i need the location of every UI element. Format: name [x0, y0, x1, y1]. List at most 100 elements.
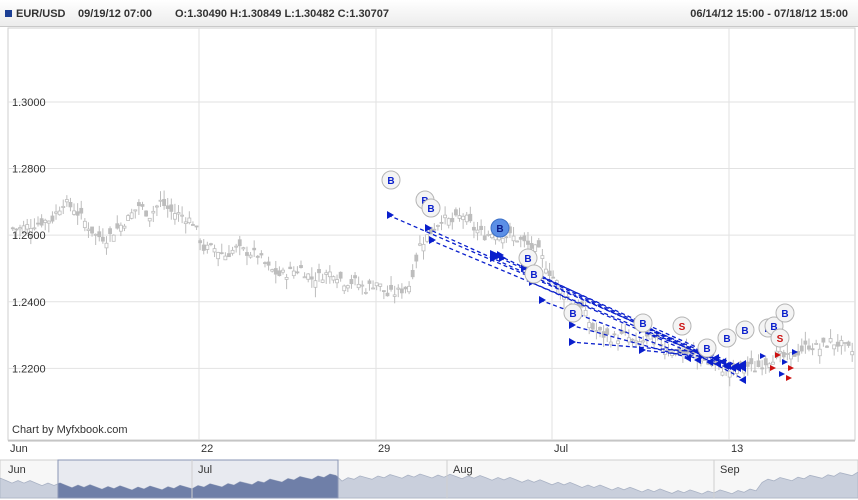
- candle-body: [511, 235, 516, 242]
- candle-body: [392, 294, 397, 297]
- candle-body: [140, 204, 145, 207]
- entry-arrow: [425, 224, 432, 232]
- candle-body: [313, 280, 318, 288]
- symbol-square-icon: [5, 10, 12, 17]
- y-tick-label: 1.2600: [12, 230, 46, 242]
- candle-body: [749, 358, 754, 365]
- candle-body: [277, 270, 282, 277]
- buy-marker[interactable]: B: [697, 338, 717, 358]
- candle-body: [835, 341, 840, 347]
- candle-body: [183, 221, 188, 225]
- candle-body: [241, 247, 246, 250]
- candle-body: [82, 220, 87, 229]
- buy-marker[interactable]: B: [490, 218, 510, 238]
- buy-marker[interactable]: B: [381, 170, 401, 190]
- candle-body: [544, 268, 548, 274]
- candle-body: [590, 323, 595, 330]
- candle-body: [410, 269, 415, 278]
- candle-body: [68, 202, 73, 208]
- candle-body: [209, 243, 213, 246]
- entry-arrow: [569, 321, 576, 329]
- candle-body: [205, 244, 210, 250]
- candle-body: [270, 269, 275, 272]
- y-tick-label: 1.2800: [12, 164, 46, 176]
- entry-arrow-large: [490, 250, 503, 262]
- exit-arrow: [706, 358, 713, 366]
- candle-body: [428, 226, 433, 235]
- candle-body: [295, 271, 300, 274]
- sell-marker[interactable]: S: [770, 328, 790, 348]
- candle-body: [219, 252, 224, 255]
- navigator-window-frame: [57, 459, 339, 499]
- candle-body: [472, 226, 476, 231]
- marker-label: B: [703, 344, 710, 355]
- candle-body: [245, 252, 249, 256]
- y-tick-label: 1.2400: [12, 297, 46, 309]
- marker-label: B: [741, 326, 748, 337]
- candle-body: [598, 326, 602, 331]
- x-tick-label: Jul: [554, 443, 568, 455]
- candle-body: [129, 212, 134, 219]
- entry-arrow: [539, 296, 546, 304]
- candle-body: [302, 276, 307, 279]
- candle-body: [551, 276, 556, 279]
- candle-body: [850, 351, 855, 356]
- candle-body: [846, 341, 851, 346]
- buy-marker[interactable]: B: [717, 328, 737, 348]
- buy-marker[interactable]: B: [775, 303, 795, 323]
- trade-line: [529, 281, 713, 363]
- candle-body: [464, 214, 469, 223]
- candle-body: [108, 228, 112, 234]
- candle-body: [756, 360, 761, 367]
- candle-body: [652, 337, 656, 345]
- candle-body: [61, 205, 66, 208]
- x-tick-label: 29: [378, 443, 390, 455]
- buy-marker[interactable]: B: [633, 313, 653, 333]
- candle-body: [252, 247, 257, 251]
- candle-body: [136, 202, 141, 207]
- candle-body: [255, 255, 260, 258]
- plot-border: [7, 27, 856, 441]
- candle-body: [93, 233, 98, 236]
- candle-body: [630, 338, 635, 341]
- candle-body: [587, 322, 592, 329]
- buy-marker[interactable]: B: [735, 320, 755, 340]
- candle-body: [616, 340, 620, 345]
- candle-body: [594, 330, 599, 333]
- candle-body: [360, 284, 365, 287]
- candle-body: [75, 211, 80, 216]
- candle-body: [90, 226, 94, 234]
- exit-arrow: [732, 362, 739, 370]
- cluster-arrow: [760, 353, 766, 359]
- trade-markers[interactable]: BBBBBBBBSBBBBBBS: [381, 170, 795, 358]
- candle-body: [97, 231, 102, 238]
- buy-marker[interactable]: B: [421, 198, 441, 218]
- candle-body: [626, 337, 631, 343]
- buy-marker[interactable]: B: [524, 264, 544, 284]
- sell-marker[interactable]: S: [672, 316, 692, 336]
- buy-marker[interactable]: B: [563, 303, 583, 323]
- candle-body: [194, 225, 199, 228]
- marker-circle: [421, 198, 441, 218]
- candle-body: [173, 213, 177, 220]
- marker-circle: [563, 303, 583, 323]
- marker-circle: [717, 328, 737, 348]
- candle-body: [479, 225, 484, 230]
- navigator[interactable]: Jun Jul Aug Sep: [0, 459, 858, 499]
- candle-body: [18, 227, 22, 230]
- entry-arrow: [569, 338, 576, 346]
- candle-body: [540, 255, 545, 259]
- candle-body: [796, 351, 801, 356]
- candle-body: [118, 224, 123, 232]
- candle-body: [216, 252, 221, 260]
- candle-body: [281, 269, 285, 273]
- candle-body: [187, 217, 192, 224]
- candle-body: [342, 285, 347, 292]
- candle-body: [385, 292, 390, 297]
- candle-body: [641, 340, 646, 343]
- candle-body: [234, 245, 239, 248]
- candle-body: [72, 210, 76, 215]
- buy-marker[interactable]: B: [518, 248, 538, 268]
- marker-label: B: [524, 254, 531, 265]
